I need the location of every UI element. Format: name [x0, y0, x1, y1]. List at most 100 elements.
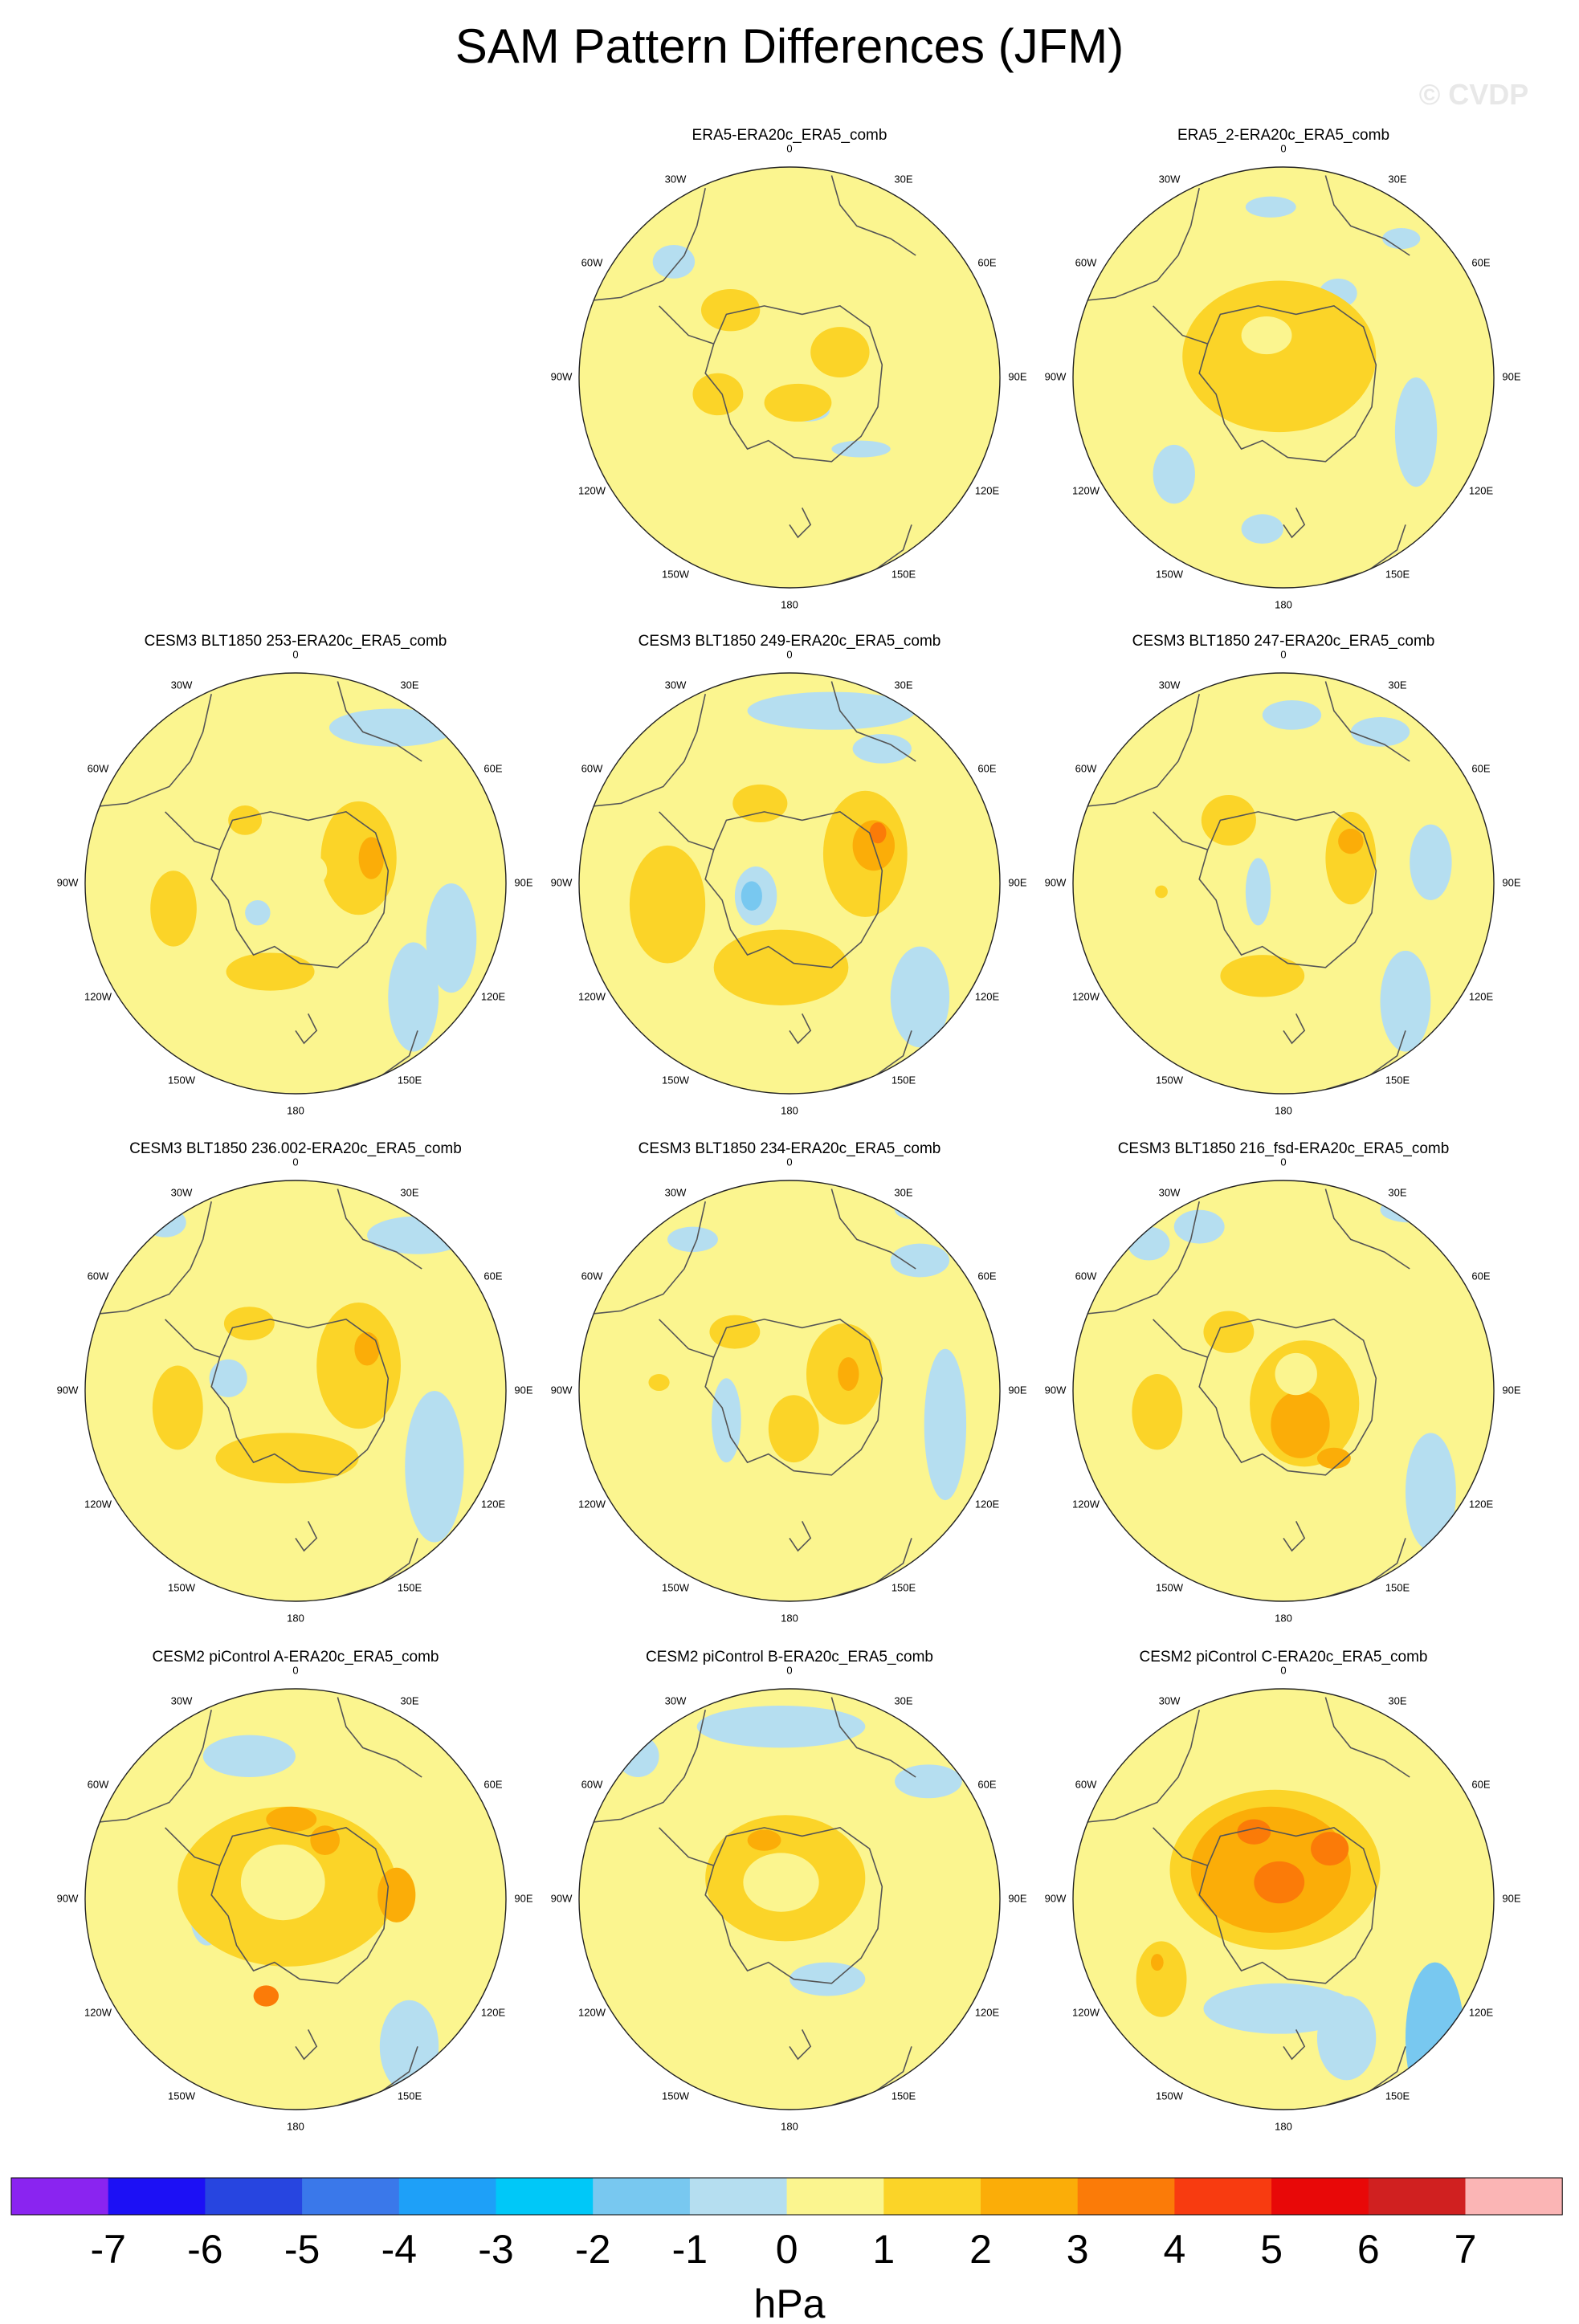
longitude-label: 90W: [57, 1892, 79, 1904]
longitude-label: 60E: [483, 1270, 502, 1282]
longitude-label: 120E: [1469, 2006, 1494, 2018]
longitude-label: 120E: [975, 1498, 1000, 1510]
longitude-label: 30W: [171, 679, 193, 691]
weak-positive-anomaly-contour: [781, 354, 811, 384]
coastline: [1073, 188, 1200, 303]
longitude-label: 30E: [1388, 1186, 1406, 1198]
negative-anomaly-contour: [1380, 950, 1431, 1052]
longitude-label: 90W: [551, 1892, 573, 1904]
coastline: [165, 1319, 220, 1358]
coastline: [579, 694, 706, 809]
negative-anomaly-contour: [1245, 196, 1296, 218]
longitude-label: 60E: [1471, 762, 1490, 774]
longitude-label: 150E: [892, 1074, 916, 1086]
longitude-label: 60W: [88, 762, 109, 774]
antarctica-coastline: [210, 1827, 390, 1984]
map-boundary: [1072, 1688, 1495, 2110]
longitude-label: 90E: [1008, 1892, 1026, 1904]
longitude-label: 150W: [168, 2090, 196, 2102]
longitude-label: 60E: [977, 1270, 996, 1282]
strong-positive-anomaly-contour: [266, 1806, 317, 1833]
colorbar-tick-label: 6: [1357, 2227, 1380, 2272]
longitude-label: 120W: [1072, 484, 1100, 496]
longitude-label: 30E: [894, 679, 912, 691]
longitude-label: 90E: [1502, 1892, 1520, 1904]
longitude-label: 60W: [581, 1270, 603, 1282]
longitude-label: 120W: [1072, 1498, 1100, 1510]
positive-anomaly-contour: [732, 784, 788, 823]
longitude-label: 30E: [894, 173, 912, 185]
strong-positive-anomaly-contour: [838, 1357, 859, 1392]
longitude-label: 60E: [483, 762, 502, 774]
coastline: [1283, 1521, 1306, 1552]
negative-anomaly-contour: [1241, 514, 1284, 544]
longitude-label: 150W: [662, 568, 690, 580]
coastline: [831, 1030, 912, 1091]
coastline: [579, 1201, 706, 1316]
longitude-label: 180: [781, 1104, 798, 1116]
negative-anomaly-contour: [747, 691, 916, 730]
longitude-label: 60W: [581, 256, 603, 268]
longitude-label: 150W: [1156, 568, 1184, 580]
negative-anomaly-contour: [852, 733, 912, 764]
longitude-label: 90E: [514, 876, 532, 888]
colorbar-swatch: [1271, 2178, 1369, 2215]
longitude-label: 0: [292, 648, 298, 660]
longitude-label: 30W: [665, 1694, 687, 1706]
positive-anomaly-contour: [1182, 280, 1377, 433]
map-boundary: [84, 1180, 507, 1602]
longitude-label: 150W: [662, 1581, 690, 1593]
colorbar-tick-label: -3: [478, 2227, 513, 2272]
coastline: [659, 811, 714, 850]
longitude-label: 0: [786, 648, 792, 660]
map-boundary: [1072, 1180, 1495, 1602]
longitude-label: 90W: [551, 876, 573, 888]
colorbar-units: hPa: [754, 2281, 826, 2324]
longitude-label: 120W: [84, 1498, 112, 1510]
max-positive-anomaly-contour: [1311, 1832, 1349, 1866]
longitude-label: 120E: [481, 1498, 506, 1510]
longitude-label: 120W: [1072, 2006, 1100, 2018]
strong-positive-anomaly-contour: [747, 1829, 781, 1851]
negative-anomaly-contour: [379, 2000, 439, 2094]
longitude-label: 120E: [481, 990, 506, 1002]
longitude-label: 60W: [1075, 256, 1097, 268]
longitude-label: 0: [1280, 1664, 1286, 1676]
longitude-label: 30E: [1388, 679, 1406, 691]
coastline: [659, 1319, 714, 1358]
positive-anomaly-contour: [1203, 1311, 1255, 1353]
coastline: [1283, 508, 1306, 539]
longitude-label: 150E: [892, 2090, 916, 2102]
antarctica-coastline: [704, 1319, 883, 1476]
longitude-label: 180: [287, 1104, 304, 1116]
colorbar-swatch: [11, 2178, 109, 2215]
positive-anomaly-contour: [1325, 811, 1377, 905]
colorbar-swatch: [1368, 2178, 1466, 2215]
longitude-label: 120E: [975, 2006, 1000, 2018]
coastline: [1283, 2029, 1306, 2061]
max-positive-anomaly-contour: [253, 1985, 279, 2007]
negative-anomaly-contour: [245, 899, 271, 926]
watermark: © CVDP: [1419, 78, 1529, 111]
coastline: [1153, 305, 1208, 345]
longitude-label: 180: [781, 598, 798, 610]
longitude-label: 60W: [581, 1778, 603, 1790]
weak-positive-anomaly-contour: [289, 854, 328, 888]
longitude-label: 120W: [84, 990, 112, 1002]
antarctica-coastline: [210, 811, 390, 968]
longitude-label: 90W: [1045, 876, 1067, 888]
longitude-label: 60W: [1075, 1778, 1097, 1790]
coastline: [337, 1189, 422, 1270]
coastline: [789, 1013, 812, 1045]
coastline: [295, 1521, 318, 1552]
coastline: [165, 811, 220, 850]
longitude-label: 120W: [578, 2006, 606, 2018]
longitude-label: 150E: [398, 2090, 422, 2102]
positive-anomaly-contour: [629, 845, 706, 964]
longitude-label: 30W: [665, 173, 687, 185]
panel-title: CESM2 piControl B-ERA20c_ERA5_comb: [646, 1649, 933, 1666]
negative-anomaly-contour: [202, 1735, 296, 1778]
colorbar-tick-label: 4: [1163, 2227, 1185, 2272]
strong-positive-anomaly-contour: [1316, 1447, 1351, 1469]
panel-title: CESM3 BLT1850 236.002-ERA20c_ERA5_comb: [129, 1140, 462, 1157]
